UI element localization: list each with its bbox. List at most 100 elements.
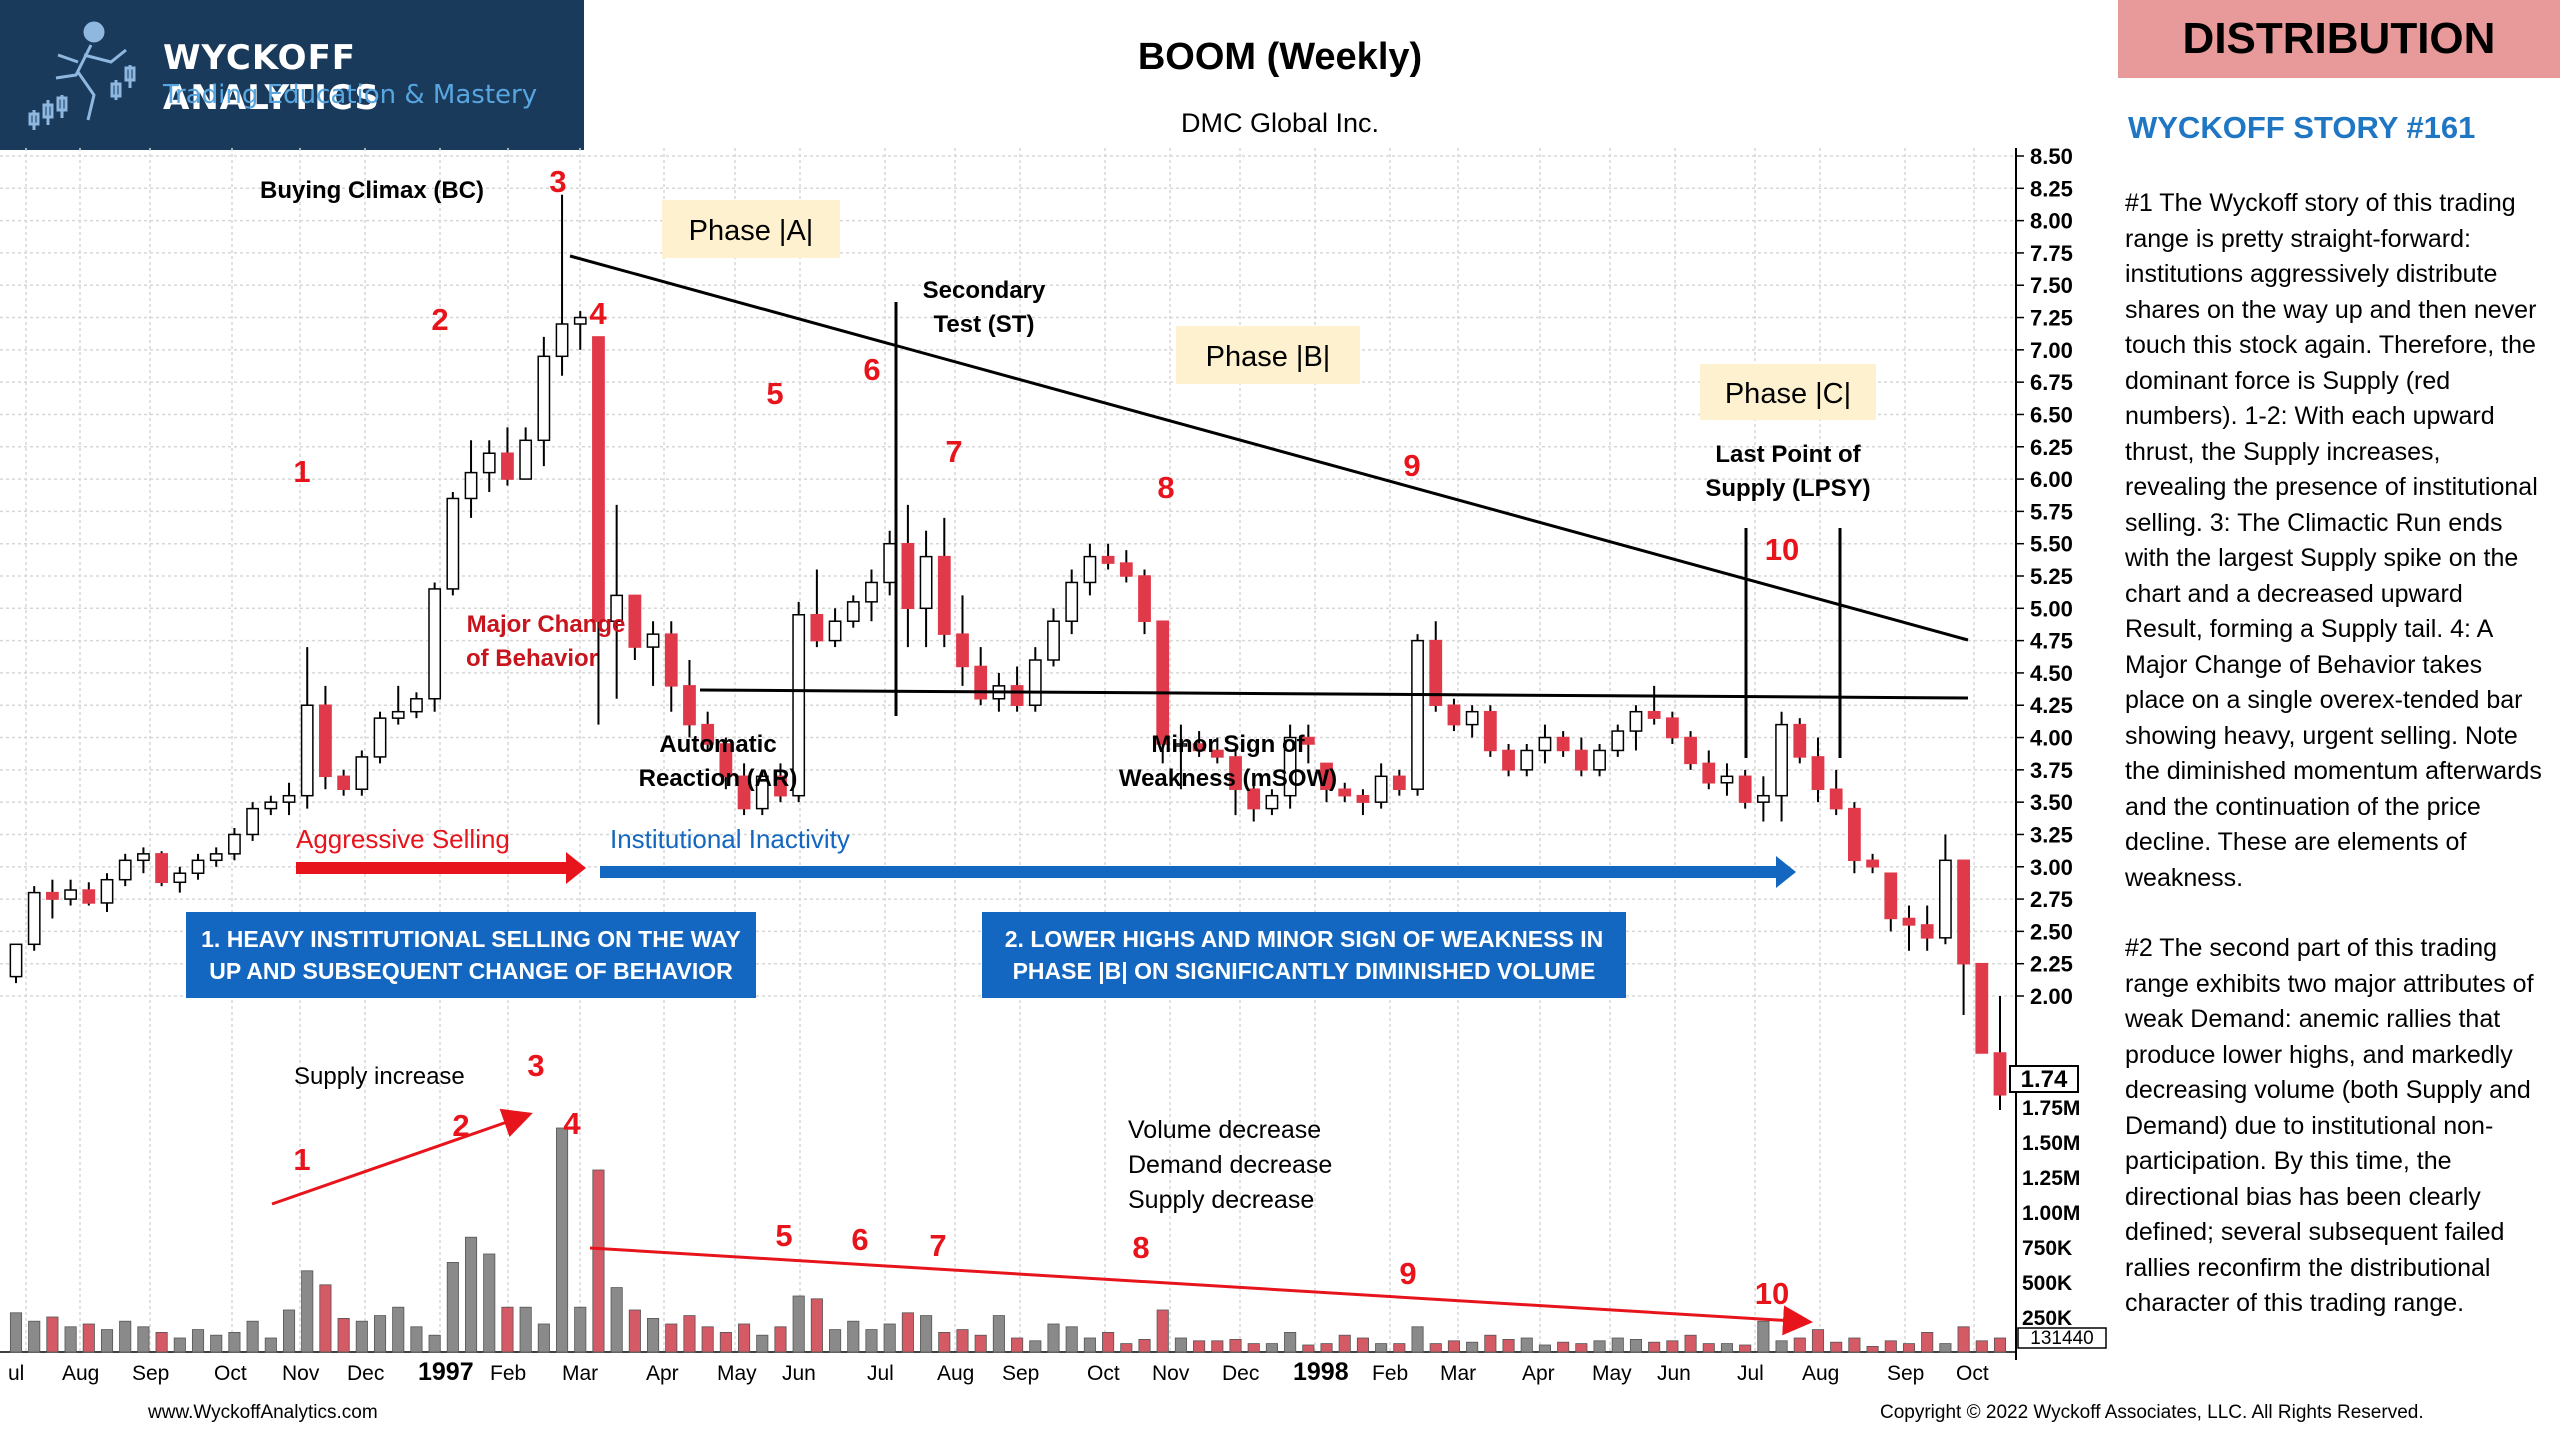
distribution-badge: DISTRIBUTION [2118, 0, 2560, 78]
volume-bar-95 [1739, 1344, 1752, 1353]
box2-line1: 2. LOWER HIGHS AND MINOR SIGN OF WEAKNES… [1005, 926, 1603, 952]
volume-bar-46 [847, 1320, 860, 1353]
st-label-line1: Secondary [923, 277, 1046, 304]
time-label-24: Jul [1737, 1362, 1764, 1385]
price-axis-ticks: 8.50 8.25 8.00 7.75 7.50 7.25 7.00 6.75 6.50 6.25… [2016, 144, 2073, 1009]
volume-bar-55 [1011, 1337, 1024, 1353]
candle-body-76 [1392, 775, 1406, 790]
volume-bar-38 [701, 1326, 714, 1353]
volume-bar-13 [246, 1320, 259, 1353]
candle-body-38 [701, 723, 715, 745]
volume-decrease-arrow [589, 1246, 1813, 1336]
volume-bar-8 [155, 1332, 168, 1353]
candle-body-86 [1574, 749, 1588, 771]
volume-bar-83 [1520, 1337, 1533, 1353]
chart-title: BOOM (Weekly) [1137, 36, 1423, 78]
volume-bar-77 [1411, 1326, 1424, 1353]
candle-body-11 [209, 853, 223, 862]
inactivity-label: Institutional Inactivity [610, 824, 850, 854]
phase-a-label: Phase |A| [689, 215, 814, 247]
last-price-label: 1.74 [2021, 1066, 2068, 1093]
candle-body-28 [519, 439, 533, 480]
volume-bar-81 [1484, 1334, 1497, 1353]
candle-body-21 [391, 710, 405, 719]
volume-bar-108 [1975, 1340, 1988, 1353]
candle-body-1 [27, 891, 41, 946]
time-label-21: Apr [1522, 1362, 1555, 1385]
candle-body-46 [846, 601, 860, 622]
time-label-6: 1997 [418, 1358, 474, 1386]
price-tick-label-9: 6.25 [2030, 435, 2073, 460]
volume-bar-96 [1757, 1320, 1770, 1353]
phase-c-box [1700, 364, 1876, 420]
candle-body-77 [1411, 639, 1424, 790]
candle-body-51 [937, 555, 951, 635]
volume-bar-69 [1265, 1343, 1278, 1353]
candle-body-49 [901, 542, 915, 610]
price-marker-9: 9 [1403, 448, 1420, 483]
candle-body-97 [1775, 723, 1788, 797]
candle-body-60 [1101, 555, 1115, 564]
volume-bar-47 [865, 1329, 878, 1353]
phase-c-label: Phase |C| [1725, 378, 1851, 410]
time-label-4: Nov [282, 1362, 320, 1385]
candle-body-30 [555, 323, 569, 358]
volume-bar-92 [1684, 1334, 1697, 1353]
aggressive-selling-arrowhead [566, 852, 586, 884]
st-label-line2: Test (ST) [934, 311, 1035, 338]
volume-bar-78 [1429, 1343, 1442, 1353]
bc-label: Buying Climax (BC) [260, 177, 484, 204]
price-marker-10: 10 [1765, 532, 1799, 567]
price-tick-label-11: 5.75 [2030, 499, 2073, 524]
box2-line2: PHASE |B| ON SIGNIFICANTLY DIMINISHED VO… [1013, 958, 1596, 984]
candle-body-8 [155, 853, 169, 884]
candle-body-44 [810, 614, 824, 642]
candle-body-15 [282, 794, 296, 803]
volume-bar-40 [738, 1323, 751, 1353]
candle-body-20 [373, 717, 387, 758]
box1-line2: UP AND SUBSEQUENT CHANGE OF BEHAVIOR [209, 958, 733, 984]
price-tick-label-14: 5.00 [2030, 596, 2073, 621]
volume-bar-4 [82, 1323, 95, 1353]
volume-tick-label-6: 250K [2022, 1307, 2072, 1330]
volume-marker-9: 9 [1399, 1256, 1416, 1291]
candle-body-109 [1993, 1052, 2007, 1096]
volume-bar-22 [410, 1326, 423, 1353]
volume-bar-101 [1848, 1337, 1861, 1353]
candle-body-52 [956, 633, 969, 668]
msow-label-line2: Weakness (mSOW) [1119, 765, 1337, 792]
candle-body-7 [137, 853, 150, 862]
volume-marker-10: 10 [1755, 1276, 1789, 1311]
box1 [186, 912, 756, 998]
candle-body-23 [428, 588, 442, 700]
story-title: WYCKOFF STORY #161 [2128, 110, 2476, 145]
volume-marker-2: 2 [452, 1108, 469, 1143]
volume-bar-32 [592, 1169, 605, 1353]
candle-body-45 [828, 620, 842, 642]
time-label-11: Jun [782, 1362, 816, 1385]
volume-bar-103 [1884, 1340, 1897, 1353]
candle-body-57 [1047, 620, 1060, 661]
candle-body-73 [1338, 788, 1352, 797]
volume-bar-62 [1138, 1339, 1151, 1353]
volume-bar-49 [901, 1312, 914, 1353]
volume-bar-31 [574, 1306, 587, 1353]
volume-bar-100 [1830, 1341, 1843, 1353]
price-tick-label-18: 4.00 [2030, 726, 2073, 751]
candle-body-75 [1374, 775, 1388, 803]
volume-bar-37 [683, 1315, 696, 1353]
candle-body-14 [264, 801, 278, 810]
candle-body-67 [1229, 756, 1242, 790]
volume-bar-27 [501, 1306, 514, 1353]
volume-bar-99 [1811, 1329, 1825, 1353]
volume-bar-51 [938, 1332, 951, 1353]
volume-bar-82 [1502, 1339, 1515, 1353]
candle-body-34 [628, 594, 642, 648]
candle-body-36 [664, 633, 678, 687]
volume-bar-5 [100, 1329, 114, 1353]
candle-body-88 [1611, 730, 1625, 752]
volume-bar-74 [1356, 1337, 1369, 1353]
candle-body-48 [883, 542, 897, 584]
price-tick-label-19: 3.75 [2030, 758, 2073, 783]
mcob-label-line1: Major Change [467, 611, 626, 638]
